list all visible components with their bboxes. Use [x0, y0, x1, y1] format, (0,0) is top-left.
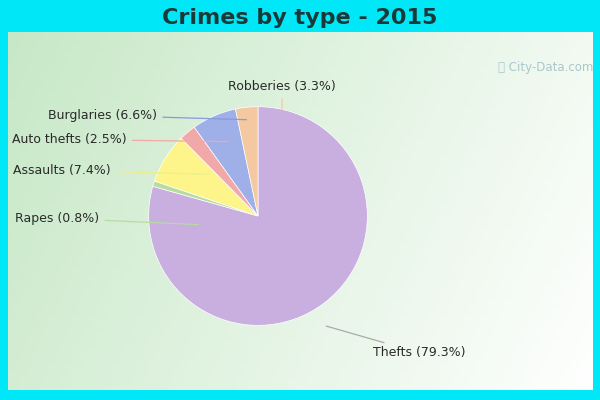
Wedge shape: [235, 107, 258, 216]
Wedge shape: [194, 109, 258, 216]
Text: Auto thefts (2.5%): Auto thefts (2.5%): [12, 133, 228, 146]
Wedge shape: [149, 107, 367, 325]
Text: Crimes by type - 2015: Crimes by type - 2015: [163, 8, 437, 28]
Text: Robberies (3.3%): Robberies (3.3%): [228, 80, 336, 109]
Wedge shape: [181, 127, 258, 216]
Text: Burglaries (6.6%): Burglaries (6.6%): [49, 109, 247, 122]
Text: Rapes (0.8%): Rapes (0.8%): [16, 212, 199, 225]
Wedge shape: [154, 138, 258, 216]
Wedge shape: [153, 181, 258, 216]
Text: ⓘ City-Data.com: ⓘ City-Data.com: [498, 62, 593, 74]
Text: Thefts (79.3%): Thefts (79.3%): [326, 326, 466, 359]
Text: Assaults (7.4%): Assaults (7.4%): [13, 164, 209, 176]
